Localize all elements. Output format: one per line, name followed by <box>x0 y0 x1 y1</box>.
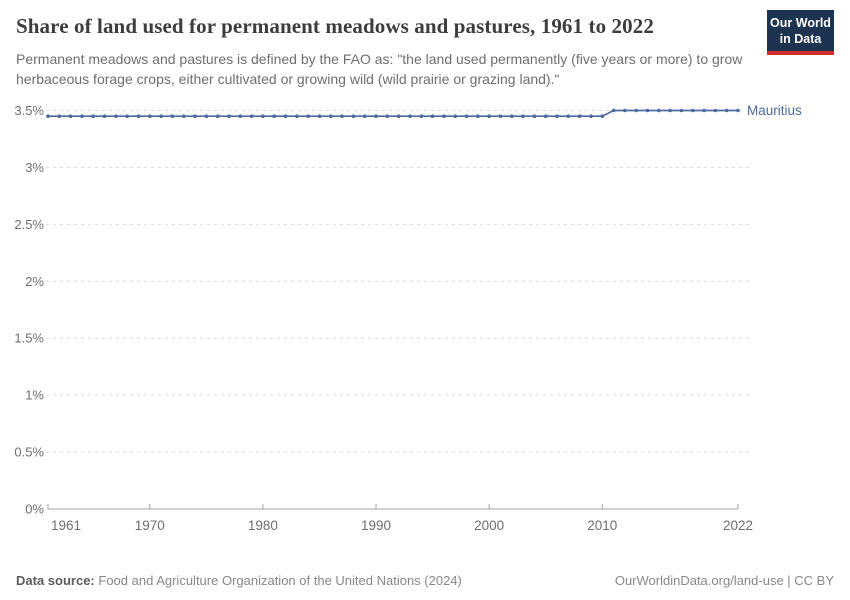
data-point[interactable] <box>227 114 231 119</box>
data-point[interactable] <box>295 114 299 119</box>
x-tick-label: 1961 <box>51 518 81 533</box>
data-point[interactable] <box>249 114 254 119</box>
data-point[interactable] <box>68 114 73 119</box>
data-point[interactable] <box>170 114 175 119</box>
data-point[interactable] <box>600 114 605 119</box>
data-point[interactable] <box>634 109 638 113</box>
data-point[interactable] <box>204 114 209 119</box>
data-source-text: Food and Agriculture Organization of the… <box>98 573 462 588</box>
y-tick-label: 3% <box>25 160 44 175</box>
chart-footer: Data source: Food and Agriculture Organi… <box>0 573 850 588</box>
data-point[interactable] <box>419 114 424 119</box>
data-point[interactable] <box>464 114 469 119</box>
data-point[interactable] <box>283 114 288 119</box>
owid-logo-line2: in Data <box>779 32 822 46</box>
data-line[interactable] <box>48 109 738 118</box>
data-point[interactable] <box>181 114 186 119</box>
chart-area: 0% 0.5% 1% 1.5% 2% 2.5% 3% 3.5% 1961 1970 1980 1990… <box>0 91 850 554</box>
data-point[interactable] <box>442 114 446 119</box>
chart-canvas[interactable]: 0% 0.5% 1% 1.5% 2% 2.5% 3% 3.5% 1961 1970 1980 1990… <box>0 91 850 549</box>
data-point[interactable] <box>396 114 401 119</box>
data-point[interactable] <box>430 114 435 119</box>
data-point[interactable] <box>385 114 390 119</box>
data-point[interactable] <box>498 114 503 119</box>
data-point[interactable] <box>215 114 220 119</box>
data-point[interactable] <box>453 114 458 119</box>
data-point[interactable] <box>46 114 50 119</box>
data-point[interactable] <box>566 114 571 119</box>
chart-header: Share of land used for permanent meadows… <box>0 0 850 89</box>
data-point[interactable] <box>724 109 729 113</box>
data-point[interactable] <box>543 114 548 119</box>
data-point[interactable] <box>136 114 141 119</box>
data-point[interactable] <box>148 114 152 119</box>
x-tick-label: 1970 <box>135 518 165 533</box>
data-point[interactable] <box>408 114 412 119</box>
y-tick-label: 1.5% <box>14 331 44 346</box>
data-point[interactable] <box>510 114 514 119</box>
data-point[interactable] <box>736 109 740 113</box>
y-tick-label: 0% <box>25 502 44 517</box>
y-tick-label: 0.5% <box>14 445 44 460</box>
data-point[interactable] <box>476 114 480 119</box>
data-point[interactable] <box>589 114 593 119</box>
data-point[interactable] <box>713 109 718 113</box>
data-point[interactable] <box>193 114 197 119</box>
data-point[interactable] <box>272 114 277 119</box>
series-label[interactable]: Mauritius <box>747 103 802 118</box>
data-point[interactable] <box>340 114 344 119</box>
x-tick-label: 2010 <box>587 518 617 533</box>
data-point[interactable] <box>362 114 367 119</box>
chart-subtitle: Permanent meadows and pastures is define… <box>16 50 743 88</box>
data-point[interactable] <box>577 114 582 119</box>
license-link[interactable]: OurWorldinData.org/land-use | CC BY <box>614 573 834 588</box>
data-point[interactable] <box>261 114 265 119</box>
x-tick-label: 2000 <box>474 518 504 533</box>
data-point[interactable] <box>679 109 684 113</box>
data-point[interactable] <box>238 114 243 119</box>
data-point[interactable] <box>668 109 672 113</box>
data-point[interactable] <box>351 114 356 119</box>
x-tick-label: 1990 <box>361 518 391 533</box>
x-tick-label: 1980 <box>248 518 278 533</box>
y-tick-label: 2.5% <box>14 217 44 232</box>
data-source: Data source: Food and Agriculture Organi… <box>16 573 462 588</box>
data-point[interactable] <box>102 114 107 119</box>
data-point[interactable] <box>645 109 650 113</box>
data-point[interactable] <box>374 114 378 119</box>
data-point[interactable] <box>623 109 627 113</box>
data-point[interactable] <box>532 114 537 119</box>
data-point[interactable] <box>91 114 95 119</box>
page-title: Share of land used for permanent meadows… <box>16 14 654 38</box>
data-point[interactable] <box>306 114 311 119</box>
data-point[interactable] <box>114 114 118 119</box>
data-point[interactable] <box>159 114 163 119</box>
data-point[interactable] <box>125 114 129 119</box>
data-source-label: Data source: <box>16 573 95 588</box>
data-point[interactable] <box>611 109 616 113</box>
data-point[interactable] <box>657 109 661 113</box>
data-point[interactable] <box>691 109 695 113</box>
data-point[interactable] <box>555 114 559 119</box>
y-tick-label: 2% <box>25 274 44 289</box>
data-point[interactable] <box>521 114 525 119</box>
y-tick-label: 1% <box>25 388 44 403</box>
data-point[interactable] <box>702 109 706 113</box>
data-point[interactable] <box>329 114 333 119</box>
data-point[interactable] <box>487 114 491 119</box>
y-tick-label: 3.5% <box>14 103 44 118</box>
data-point[interactable] <box>317 114 322 119</box>
x-tick-label: 2022 <box>723 518 753 533</box>
data-point[interactable] <box>80 114 84 119</box>
owid-logo-line1: Our World <box>770 16 831 30</box>
data-point[interactable] <box>57 114 62 119</box>
owid-logo[interactable]: Our World in Data <box>767 10 834 55</box>
